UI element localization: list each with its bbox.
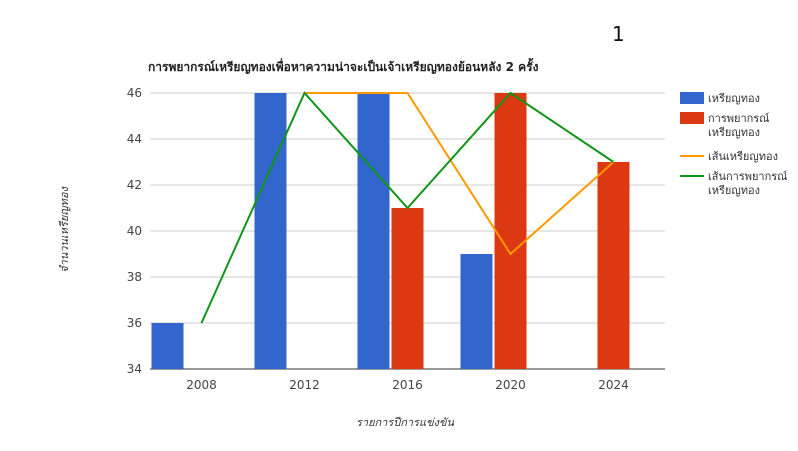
y-tick-label: 36 [127, 316, 142, 330]
y-axis-title: จำนวนเหรียญทอง [58, 185, 71, 272]
bar-actual [151, 323, 184, 369]
x-tick-label: 2020 [495, 378, 526, 392]
legend-label: เส้นการพยากรณ์ [708, 170, 787, 183]
x-axis-ticks: 2008 2012 2016 2020 2024 [186, 378, 629, 392]
series-line-actual [304, 92, 615, 256]
y-tick-label: 34 [127, 362, 142, 376]
bar-actual [460, 254, 493, 369]
y-tick-label: 46 [127, 86, 142, 100]
y-tick-label: 38 [127, 270, 142, 284]
legend-label: เหรียญทอง [708, 92, 760, 105]
x-tick-label: 2024 [598, 378, 629, 392]
page-number: 1 [612, 22, 625, 46]
legend-label: เส้นเหรียญทอง [708, 150, 778, 163]
bar-forecast [494, 93, 527, 369]
bar-forecast [597, 162, 630, 369]
x-tick-label: 2016 [392, 378, 423, 392]
legend-swatch [680, 92, 704, 104]
legend-label: เหรียญทอง [708, 184, 760, 197]
y-axis-ticks: 34 36 38 40 42 44 46 [127, 86, 142, 376]
y-tick-label: 42 [127, 178, 142, 192]
legend-label: เหรียญทอง [708, 126, 760, 139]
bars [151, 93, 630, 369]
bar-actual [357, 93, 390, 369]
bar-forecast [391, 208, 424, 369]
y-tick-label: 40 [127, 224, 142, 238]
x-tick-label: 2008 [186, 378, 217, 392]
legend: เหรียญทองการพยากรณ์เหรียญทองเส้นเหรียญทอ… [680, 92, 787, 197]
bar-actual [254, 93, 287, 369]
series-lines [200, 91, 615, 324]
y-tick-label: 44 [127, 132, 142, 146]
x-tick-label: 2012 [289, 378, 320, 392]
series-line-forecast [200, 91, 615, 324]
x-axis-title: รายการปีการแข่งขัน [356, 416, 455, 429]
legend-swatch [680, 112, 704, 124]
legend-label: การพยากรณ์ [708, 112, 769, 125]
chart-title: การพยากรณ์เหรียญทองเพื่อหาความน่าจะเป็นเ… [148, 57, 539, 74]
